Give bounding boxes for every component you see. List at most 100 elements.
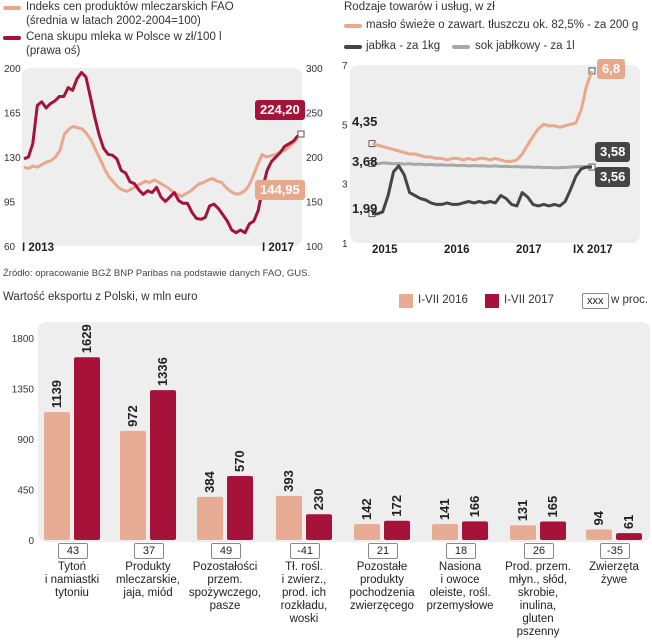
legend3-label-2016: I-VII 2016	[418, 294, 468, 306]
chart3-category-line: rozkładu,	[280, 600, 328, 612]
chart3-bar-value: 61	[621, 515, 636, 529]
chart3-category-label: Tł. rośl. i zwierz., prod. ich rozkładu, wos…	[264, 561, 344, 626]
chart3-category-line: Pozostałe	[356, 561, 408, 573]
chart2-xlabel-2015: 2015	[372, 244, 398, 256]
chart3-category-line: Nasiona	[438, 561, 482, 573]
legend3-swatch-2016	[399, 294, 413, 308]
chart3-category-line: inulina,	[519, 600, 557, 612]
chart3-bar-2017	[306, 514, 332, 540]
chart1-plot-bg	[22, 68, 302, 246]
chart3-title: Wartość eksportu z Polski, w mln euro	[3, 291, 198, 303]
chart3-bar-2017	[227, 476, 253, 540]
legend1-sublabel-milk: (prawa oś)	[26, 45, 81, 57]
chart3-category-line: mleczarskie,	[116, 574, 180, 586]
chart3-bar-value: 142	[359, 498, 374, 520]
chart3-bar-2017	[462, 521, 488, 540]
chart3-bar-value: 570	[232, 450, 247, 472]
chart1-xlabel-end: I 2017	[262, 242, 294, 254]
chart3-category-line: Produkty	[125, 561, 171, 573]
chart2-start-label-maslo: 4,35	[352, 114, 378, 129]
chart1-end-label-milk: 224,20	[255, 100, 305, 120]
chart2-y-tick: 7	[342, 61, 348, 72]
chart2-xlabel-2016: 2016	[444, 244, 470, 256]
chart3-category-line: pasze	[209, 600, 241, 612]
chart3-bar-2016	[276, 495, 302, 540]
legend3-label-pct: w proc.	[611, 294, 649, 306]
chart3-category-line: woski	[289, 613, 319, 625]
chart3-category-line: oleiste, rośl.	[429, 587, 491, 599]
chart2-start-label-sok: 3,68	[352, 154, 378, 169]
chart3-bar-value: 1629	[79, 324, 94, 353]
chart3-y-tick: 900	[17, 435, 34, 446]
chart3-category-line: prod. ich	[281, 587, 327, 599]
chart1-right-tick: 250	[306, 109, 323, 120]
chart3-bar-value: 1336	[155, 357, 170, 386]
chart1-left-tick: 200	[4, 64, 21, 75]
chart3-bar-2017	[616, 533, 642, 540]
chart1-series-fao	[23, 125, 300, 198]
chart3-bar-2016	[354, 524, 380, 540]
chart1-right-tick: 150	[306, 198, 323, 209]
legend2-label-maslo: masło świeże o zawart. tłuszczu ok. 82,5…	[366, 19, 639, 31]
chart3-plot-bg	[38, 322, 650, 542]
chart1-right-tick: 300	[306, 64, 323, 75]
chart2-y-tick: 3	[342, 180, 348, 191]
chart3-change-pct: -35	[600, 543, 630, 559]
chart1-plot: 60 100 95 150 130 200 165 250 200 300	[4, 64, 323, 253]
chart2-end-label-jablka: 3,56	[595, 167, 631, 187]
chart3-category-line: pochodzenia	[349, 587, 415, 599]
chart2-xlabel-2017: 2017	[516, 244, 542, 256]
chart3-change-pct: 21	[368, 543, 398, 559]
chart3-category-line: Tytoń	[57, 561, 87, 573]
legend1-label-fao: Indeks cen produktów mleczarskich FAO	[26, 1, 234, 13]
chart3-category-line: Pozostałości	[192, 561, 258, 573]
chart3-change-pct: 18	[446, 543, 476, 559]
chart3-bar-value: 172	[389, 495, 404, 517]
chart3-category-line: tytoniu	[55, 587, 89, 599]
chart3-category-line: i owoce	[440, 574, 480, 586]
chart3-bar-value: 141	[437, 498, 452, 520]
chart3-category-line: Tł. rośl.	[285, 561, 323, 573]
chart3-y-tick: 0	[28, 536, 34, 547]
legend2-swatch-maslo	[344, 24, 362, 28]
chart2-series-maslo	[371, 70, 594, 163]
chart2-y-tick: 1	[342, 239, 348, 250]
chart1-end-label-fao: 144,95	[255, 180, 305, 200]
chart3-category-line: i zwierz.,	[281, 574, 327, 586]
chart1-series-milk	[23, 71, 300, 235]
chart3-change-pct: 49	[211, 543, 241, 559]
chart3-bar-value: 166	[467, 496, 482, 518]
legend1-swatch-milk	[3, 36, 21, 40]
chart2-plot: 1 3 5 7	[342, 61, 640, 250]
chart3-category-line: młyn., słód,	[508, 574, 568, 586]
legend2-label-jablka: jabłka - za 1kg	[366, 40, 441, 52]
chart3-category-line: jaja, miód	[123, 587, 173, 599]
chart3-category-label: Pozostałości przem. spożywczego, pasze	[185, 561, 265, 613]
chart3-category-label: Zwierzęta żywe	[574, 561, 652, 587]
chart3-bar-value: 1139	[49, 380, 64, 408]
chart3-category-line: pszenny	[516, 626, 560, 638]
chart3-category-line: przem.	[207, 574, 243, 586]
chart1-right-tick: 200	[306, 153, 323, 164]
chart2-title: Rodzaje towarów i usług, w zł	[344, 1, 495, 13]
chart3-bar-value: 230	[311, 488, 326, 510]
chart1-xlabel-start: I 2013	[22, 242, 54, 254]
chart3-bar-2017	[74, 357, 100, 540]
chart3-y-tick: 1800	[12, 334, 35, 345]
chart2-end-label-sok: 3,58	[595, 142, 631, 162]
legend2-swatch-jablka	[344, 45, 362, 49]
chart3-category-label: Nasiona i owoce oleiste, rośl. przemysłowe	[420, 561, 500, 613]
chart1-left-tick: 130	[4, 153, 21, 164]
chart3-category-line: zwierzęcego	[350, 600, 414, 612]
chart3-bar-2016	[586, 529, 612, 540]
chart3-change-pct: -41	[290, 543, 320, 559]
chart3-category-line: Prod. przem.	[505, 561, 571, 573]
chart3-plot: 0 450 900 1350 1800 1139 1629 972 1336 384 570 393…	[12, 322, 650, 547]
chart1-left-tick: 60	[4, 242, 16, 253]
chart2-end-label-maslo: 6,8	[597, 59, 626, 79]
legend1-label-milk: Cena skupu mleka w Polsce w zł/100 l	[26, 31, 222, 43]
chart1-right-tick: 100	[306, 242, 323, 253]
chart3-category-line: Zwierzęta	[589, 561, 639, 573]
chart3-category-label: Produkty mleczarskie, jaja, miód	[108, 561, 188, 600]
chart3-y-tick: 1350	[12, 385, 35, 396]
